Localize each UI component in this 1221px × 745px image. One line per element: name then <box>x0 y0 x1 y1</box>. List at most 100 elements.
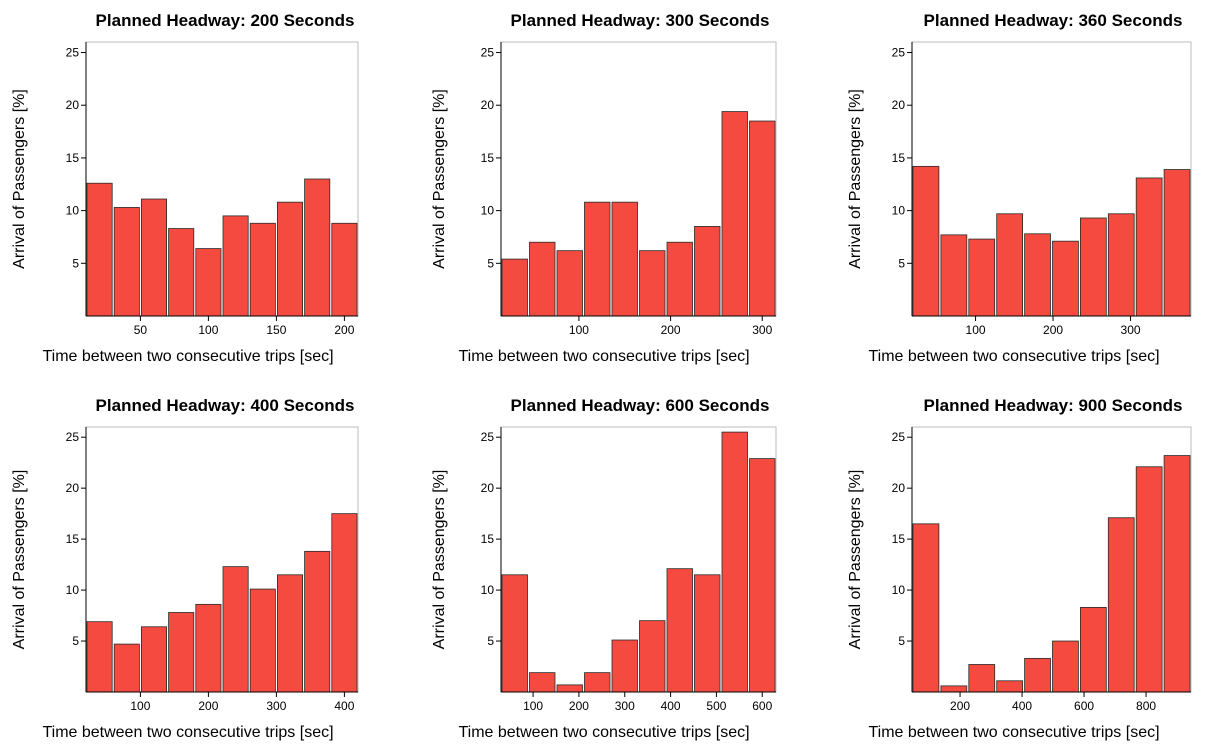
bar <box>529 241 556 317</box>
x-tick-label: 100 <box>966 323 986 337</box>
x-axis-label: Time between two consecutive trips [sec] <box>42 348 333 365</box>
x-tick-label: 200 <box>661 323 681 337</box>
bar <box>721 431 748 693</box>
bar <box>639 620 666 693</box>
y-tick-label: 5 <box>487 634 494 648</box>
bar <box>1024 657 1051 693</box>
chart-title: Planned Headway: 200 Seconds <box>96 11 355 30</box>
bar <box>996 680 1024 693</box>
y-tick-label: 10 <box>892 204 906 218</box>
y-tick-label: 20 <box>66 481 80 495</box>
y-tick-label: 25 <box>66 46 80 60</box>
y-tick-label: 25 <box>481 46 495 60</box>
chart-panel-4: Planned Headway: 400 Seconds 5 10 15 20 25 100… <box>11 396 359 741</box>
bar <box>501 574 528 693</box>
chart-panel-2: Planned Headway: 300 Seconds 5 10 15 20 25 100… <box>431 11 777 365</box>
x-tick-label: 100 <box>569 323 589 337</box>
x-tick-label: 200 <box>1043 323 1063 337</box>
bar <box>968 238 996 317</box>
bar <box>1052 240 1079 317</box>
bar <box>304 550 331 693</box>
y-tick-label: 25 <box>66 430 80 444</box>
y-tick-label: 25 <box>892 46 906 60</box>
y-tick-label: 15 <box>892 532 906 546</box>
y-tick-label: 5 <box>72 256 79 270</box>
y-axis-label: Arrival of Passengers [%] <box>431 89 448 269</box>
y-tick-label: 5 <box>72 634 79 648</box>
x-tick-label: 500 <box>706 699 726 713</box>
x-tick-label: 800 <box>1136 699 1156 713</box>
x-tick-label: 100 <box>523 699 543 713</box>
y-tick-label: 10 <box>66 204 80 218</box>
bar <box>940 234 968 317</box>
y-tick-label: 5 <box>898 634 905 648</box>
chart-title: Planned Headway: 300 Seconds <box>511 11 770 30</box>
chart-title: Planned Headway: 360 Seconds <box>924 11 1183 30</box>
bar <box>529 672 556 693</box>
bar <box>912 523 940 693</box>
y-tick-label: 10 <box>481 204 495 218</box>
x-tick-label: 600 <box>1074 699 1094 713</box>
y-tick-label: 20 <box>481 481 495 495</box>
x-tick-label: 200 <box>334 323 354 337</box>
bar <box>331 222 358 317</box>
y-tick-label: 10 <box>481 583 495 597</box>
bar <box>749 458 776 693</box>
x-tick-label: 100 <box>198 323 218 337</box>
bar <box>86 182 113 317</box>
bar <box>968 664 996 693</box>
bar <box>249 222 276 317</box>
x-tick-label: 600 <box>752 699 772 713</box>
x-tick-label: 200 <box>569 699 589 713</box>
y-axis-label: Arrival of Passengers [%] <box>847 470 864 650</box>
bar <box>1080 217 1107 317</box>
chart-title: Planned Headway: 900 Seconds <box>924 396 1183 415</box>
bar <box>749 120 776 317</box>
bar <box>1052 640 1079 693</box>
y-tick-label: 25 <box>892 430 906 444</box>
x-tick-label: 300 <box>752 323 772 337</box>
bar <box>940 685 968 693</box>
y-tick-label: 15 <box>892 151 906 165</box>
x-tick-label: 300 <box>1121 323 1141 337</box>
bar <box>113 643 140 693</box>
bar <box>1024 233 1051 317</box>
y-tick-label: 20 <box>892 481 906 495</box>
x-tick-label: 150 <box>266 323 286 337</box>
bar <box>584 201 611 317</box>
bar <box>1163 169 1191 317</box>
y-tick-label: 20 <box>66 98 80 112</box>
bar <box>276 201 303 317</box>
y-tick-label: 5 <box>898 256 905 270</box>
bar <box>249 588 276 693</box>
x-tick-label: 400 <box>661 699 681 713</box>
y-axis-label: Arrival of Passengers [%] <box>431 470 448 650</box>
bar <box>113 207 140 317</box>
bar <box>1107 517 1135 693</box>
bar <box>195 248 222 317</box>
bar <box>140 198 167 317</box>
x-tick-label: 200 <box>950 699 970 713</box>
x-tick-label: 300 <box>266 699 286 713</box>
x-axis-label: Time between two consecutive trips [sec] <box>868 724 1159 741</box>
bar <box>168 612 195 693</box>
bar <box>611 201 638 317</box>
x-axis-label: Time between two consecutive trips [sec] <box>42 724 333 741</box>
chart-panel-3: Planned Headway: 360 Seconds 5 10 15 20 25 100… <box>847 11 1192 365</box>
bar <box>556 684 583 693</box>
bar <box>140 626 167 693</box>
bar <box>276 574 303 693</box>
x-tick-label: 400 <box>1012 699 1032 713</box>
bar <box>639 250 666 317</box>
chart-title: Planned Headway: 600 Seconds <box>511 396 770 415</box>
x-tick-label: 50 <box>134 323 148 337</box>
bar <box>996 213 1024 317</box>
x-tick-label: 400 <box>334 699 354 713</box>
y-axis-label: Arrival of Passengers [%] <box>847 89 864 269</box>
bar <box>222 566 249 693</box>
bar <box>168 228 195 317</box>
bar <box>1163 455 1191 693</box>
bar <box>1135 177 1163 317</box>
